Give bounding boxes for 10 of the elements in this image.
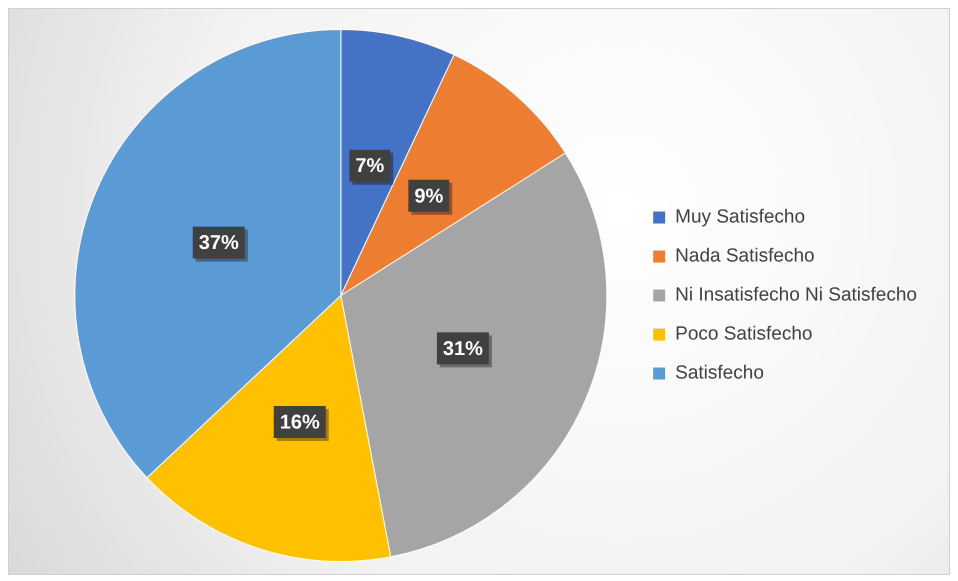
data-label: 31% — [442, 338, 484, 360]
data-label: 7% — [355, 155, 385, 178]
legend-label: Nada Satisfecho — [675, 246, 815, 267]
data-label: 16% — [280, 412, 320, 434]
legend-label: Ni Insatisfecho Ni Satisfecho — [675, 284, 918, 306]
legend-label: Satisfecho — [675, 362, 764, 384]
legend-label: Poco Satisfecho — [675, 324, 812, 345]
data-label: 9% — [414, 185, 444, 208]
legend-label: Muy Satisfecho — [675, 206, 806, 228]
data-label: 37% — [198, 232, 240, 254]
